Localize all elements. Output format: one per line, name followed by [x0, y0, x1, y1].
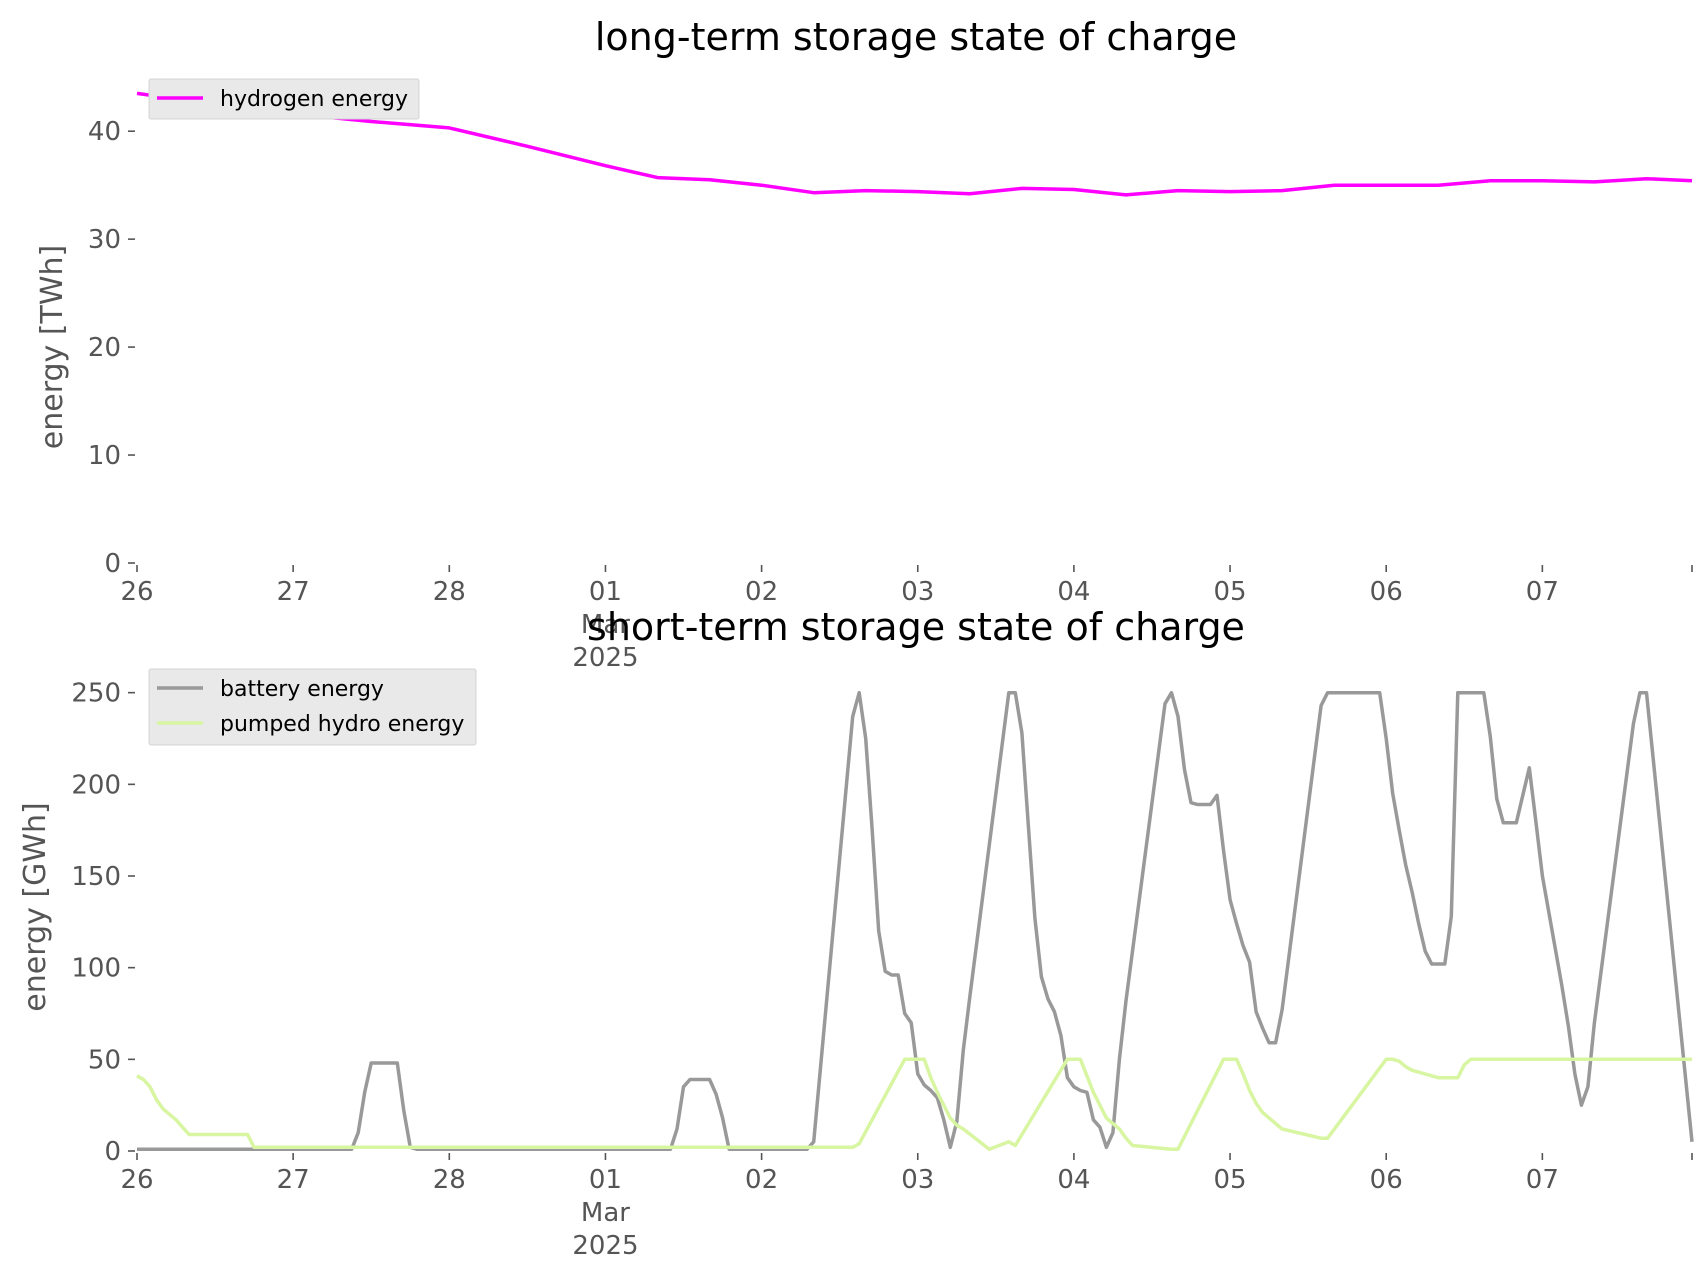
legend: hydrogen energy [148, 78, 420, 120]
y-tick-label: 150 [71, 862, 121, 892]
y-axis: 0 50 100 150 200 250 [71, 679, 135, 1167]
legend-label-battery: battery energy [220, 677, 384, 702]
y-tick-label: 100 [71, 954, 121, 984]
x-tick-label: 07 [1526, 577, 1559, 607]
legend-box [148, 668, 477, 746]
legend-label-pumped-hydro: pumped hydro energy [220, 712, 464, 737]
x-tick-label: 28 [433, 577, 466, 607]
chart-title: short-term storage state of charge [587, 605, 1245, 649]
x-tick-label: 27 [277, 1165, 310, 1195]
x-tick-sublabel: Mar [581, 610, 630, 640]
x-tick-label: 02 [745, 577, 778, 607]
x-tick-label: 06 [1370, 577, 1403, 607]
chart-title: long-term storage state of charge [595, 15, 1237, 59]
legend-box [148, 78, 420, 120]
x-tick-label: 26 [120, 577, 153, 607]
x-tick-label: 05 [1214, 1165, 1247, 1195]
y-axis-label: energy [GWh] [18, 802, 53, 1011]
y-tick-label: 30 [88, 225, 121, 255]
x-tick-label: 03 [901, 577, 934, 607]
x-tick-label: 27 [277, 577, 310, 607]
x-tick-label: 04 [1057, 1165, 1090, 1195]
legend-label-hydrogen: hydrogen energy [220, 87, 408, 112]
y-axis-label: energy [TWh] [35, 245, 70, 449]
y-tick-label: 250 [71, 679, 121, 709]
y-tick-label: 0 [104, 549, 121, 579]
y-tick-label: 10 [88, 441, 121, 471]
x-tick-label: 01 [589, 577, 622, 607]
y-tick-label: 0 [104, 1137, 121, 1167]
plot-area [136, 690, 1694, 1151]
x-tick-label: 06 [1370, 1165, 1403, 1195]
series-line-hydrogen-energy [136, 91, 1693, 197]
x-tick-sublabel: 2025 [572, 1231, 638, 1261]
plot-area [136, 91, 1693, 197]
series-line-pumped-hydro-energy [136, 1057, 1692, 1151]
legend: battery energy pumped hydro energy [148, 668, 477, 746]
x-tick-label: 04 [1057, 577, 1090, 607]
x-tick-label: 07 [1526, 1165, 1559, 1195]
series-line-battery-energy [137, 690, 1694, 1151]
y-tick-label: 40 [88, 117, 121, 147]
x-tick-sublabel: 2025 [572, 643, 638, 673]
y-tick-label: 20 [88, 333, 121, 363]
x-tick-label: 28 [433, 1165, 466, 1195]
x-tick-label: 03 [901, 1165, 934, 1195]
y-tick-label: 200 [71, 770, 121, 800]
x-tick-label: 26 [120, 1165, 153, 1195]
y-tick-label: 50 [88, 1045, 121, 1075]
y-axis: 0 10 20 30 40 [88, 117, 135, 579]
x-tick-label: 05 [1214, 577, 1247, 607]
long-term-storage-panel: long-term storage state of charge energy… [35, 15, 1693, 673]
x-tick-sublabel: Mar [581, 1198, 630, 1228]
x-tick-label: 02 [745, 1165, 778, 1195]
x-tick-label: 01 [589, 1165, 622, 1195]
